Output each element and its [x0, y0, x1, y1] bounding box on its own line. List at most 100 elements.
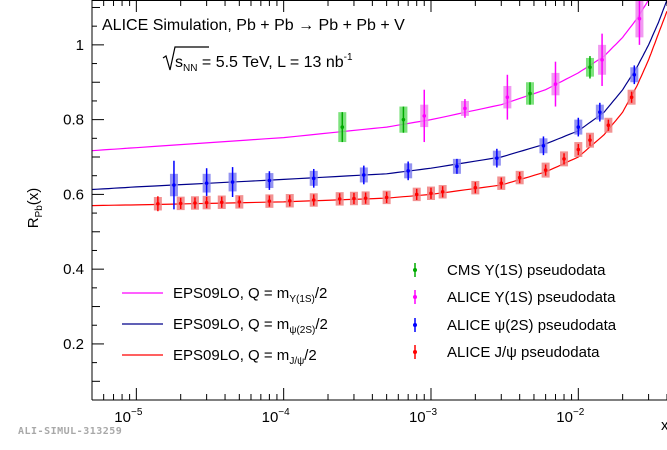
data-point — [525, 82, 534, 105]
marker — [598, 110, 602, 114]
marker — [401, 117, 406, 122]
data-point — [235, 195, 244, 209]
pseudodata-points — [153, 0, 644, 212]
data-point — [285, 194, 294, 208]
legend-point-label: ALICE J/ψ pseudodata — [447, 344, 600, 361]
marker — [543, 168, 548, 172]
x-tick-label: 10−3 — [409, 407, 438, 426]
data-point — [265, 171, 274, 190]
legend-point-entry: ALICE Υ(1S) pseudodata — [413, 289, 616, 306]
data-point — [382, 190, 391, 205]
data-point — [503, 74, 512, 120]
data-point — [574, 117, 583, 137]
data-point — [361, 191, 370, 205]
data-point — [471, 180, 480, 195]
data-point — [452, 158, 461, 174]
data-point — [426, 186, 435, 200]
legend-curve-label: EPS09LO, Q = mΥ(1S)/2 — [173, 285, 327, 305]
legend-point-label: ALICE ψ(2S) pseudodata — [447, 317, 617, 334]
marker — [363, 196, 368, 200]
y-tick-label: 0.4 — [63, 261, 84, 278]
marker — [429, 191, 433, 196]
curve-0 — [92, 0, 650, 152]
data-point — [349, 191, 358, 206]
data-point — [497, 176, 506, 190]
legend-point-marker — [413, 323, 417, 327]
x-tick-label: 10−4 — [262, 407, 291, 426]
watermark: ALI-SIMUL-313259 — [18, 426, 123, 437]
marker — [528, 91, 532, 96]
y-axis-title: RPb(x) — [25, 188, 45, 229]
tick-labels: 10−5 10−4 10−3 10−2 0.2 0.4 0.6 0.8 1 — [63, 37, 585, 426]
legend-point-marker — [413, 350, 417, 354]
marker — [156, 201, 160, 206]
marker — [267, 199, 272, 203]
data-point — [202, 195, 211, 210]
data-point — [228, 167, 237, 198]
marker — [495, 156, 499, 160]
data-point — [412, 187, 421, 202]
y-tick-label: 0.6 — [63, 186, 84, 203]
title-line-1: ALICE Simulation, Pb + Pb → Pb + Pb + V — [102, 17, 405, 34]
data-point — [460, 99, 469, 118]
x-axis-title: x — [661, 417, 667, 434]
data-point — [551, 61, 560, 107]
marker — [230, 180, 235, 184]
data-point — [399, 106, 408, 133]
marker — [632, 72, 637, 77]
data-point — [359, 165, 368, 185]
title-line-2: sNN = 5.5 TeV, L = 13 nb-1 — [175, 52, 353, 74]
marker — [576, 147, 581, 152]
data-point — [217, 195, 226, 209]
data-point — [598, 33, 607, 86]
data-point — [190, 196, 199, 210]
marker — [588, 65, 592, 70]
legend-point-entry: ALICE J/ψ pseudodata — [413, 344, 600, 361]
axes-frame — [91, 0, 667, 401]
marker — [362, 173, 366, 177]
y-tick-label: 0.8 — [63, 112, 84, 129]
marker — [204, 181, 209, 185]
marker — [473, 185, 478, 190]
marker — [541, 143, 546, 148]
data-point — [627, 89, 636, 105]
legend-point-marker — [413, 295, 417, 299]
x-tick-label: 10−5 — [114, 407, 143, 426]
legend-point-entry: ALICE ψ(2S) pseudodata — [413, 317, 617, 334]
marker — [204, 200, 209, 205]
y-tick-label: 0.2 — [63, 336, 84, 353]
legend-point-label: ALICE Υ(1S) pseudodata — [447, 289, 616, 306]
data-point — [265, 194, 274, 208]
marker — [172, 183, 176, 187]
marker — [311, 198, 316, 202]
data-point — [153, 196, 162, 212]
marker — [576, 125, 581, 129]
data-point — [604, 117, 613, 133]
marker — [606, 123, 611, 128]
x-tick-label: 10−2 — [556, 407, 585, 426]
curve-2 — [92, 10, 667, 207]
legend-point-label: CMS Υ(1S) pseudodata — [447, 262, 606, 279]
legends: EPS09LO, Q = mΥ(1S)/2 EPS09LO, Q = mψ(2S)… — [122, 262, 617, 367]
marker — [422, 114, 427, 118]
data-point — [492, 148, 501, 168]
marker — [340, 125, 345, 129]
marker — [384, 195, 389, 200]
data-point — [309, 168, 318, 188]
data-point — [404, 161, 413, 181]
legend-point-entry: CMS Υ(1S) pseudodata — [413, 262, 606, 279]
data-point — [585, 56, 594, 79]
data-point — [585, 132, 594, 148]
legend-curve-label: EPS09LO, Q = mJ/ψ/2 — [173, 347, 317, 367]
data-point — [539, 136, 548, 156]
marker — [237, 200, 242, 204]
data-point — [560, 151, 569, 167]
data-point — [630, 65, 639, 85]
data-point — [541, 162, 550, 178]
data-point — [202, 168, 211, 199]
marker — [267, 178, 272, 183]
marker — [337, 197, 342, 201]
data-point — [574, 142, 583, 158]
data-point — [169, 160, 178, 210]
